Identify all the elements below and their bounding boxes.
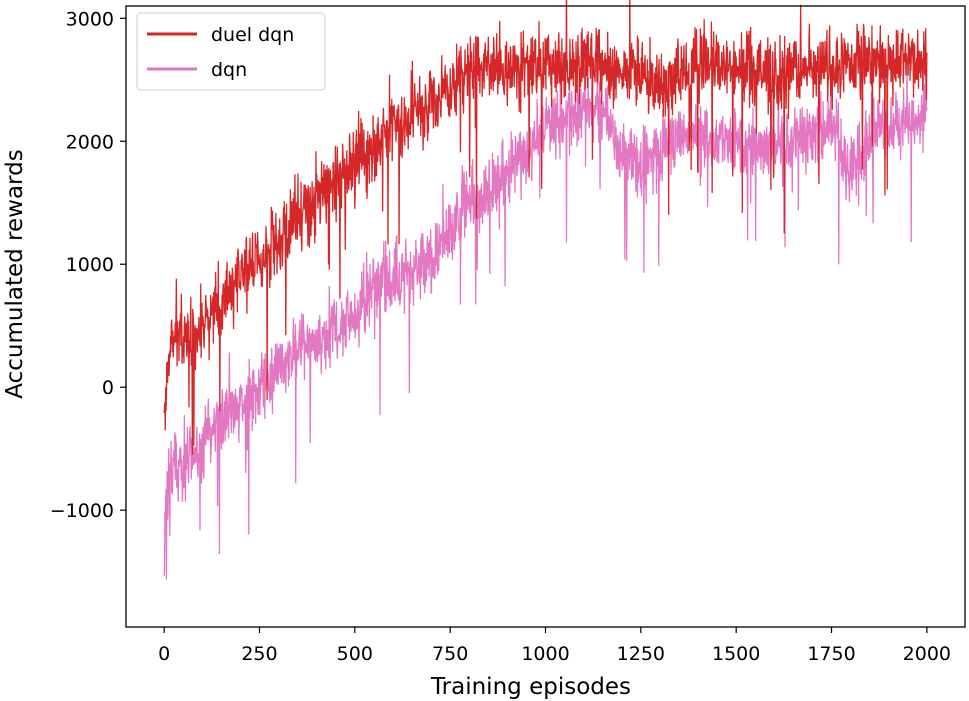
y-tick-label: 2000 xyxy=(66,131,114,153)
x-tick-label: 750 xyxy=(432,643,468,665)
x-axis-ticks: 0 250 500 750 1000 1250 1500 1750 2000 xyxy=(158,627,951,665)
legend-label-duel-dqn: duel dqn xyxy=(211,24,294,46)
x-tick-label: 1250 xyxy=(617,643,665,665)
y-tick-label: 3000 xyxy=(66,8,114,30)
x-tick-label: 0 xyxy=(158,643,170,665)
y-tick-label: 1000 xyxy=(66,254,114,276)
series-layer xyxy=(163,0,928,580)
x-tick-label: 1000 xyxy=(521,643,569,665)
y-axis-ticks: −1000 0 1000 2000 3000 xyxy=(50,8,126,522)
x-tick-label: 500 xyxy=(337,643,373,665)
x-tick-label: 2000 xyxy=(903,643,951,665)
series-line-duel-dqn xyxy=(163,0,928,455)
legend-box xyxy=(136,12,326,91)
legend-label-dqn: dqn xyxy=(211,59,247,81)
plot-area xyxy=(126,6,965,627)
series-line-dqn xyxy=(163,56,928,580)
x-tick-label: 1500 xyxy=(712,643,760,665)
x-tick-label: 1750 xyxy=(807,643,855,665)
y-tick-label: −1000 xyxy=(50,500,114,522)
legend: duel dqn dqn xyxy=(136,12,326,91)
y-axis-title: Accumulated rewards xyxy=(2,149,28,398)
y-tick-label: 0 xyxy=(102,377,114,399)
x-tick-label: 250 xyxy=(241,643,277,665)
x-axis-title: Training episodes xyxy=(430,674,631,700)
